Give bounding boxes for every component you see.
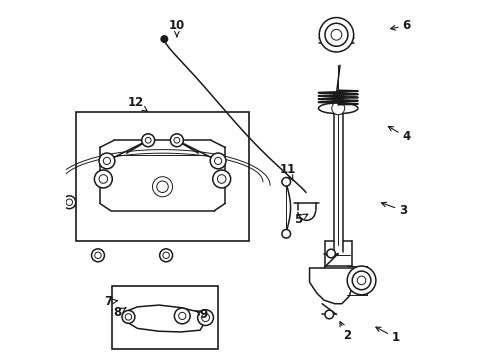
- Bar: [112, 286, 218, 348]
- Circle shape: [197, 310, 214, 325]
- Text: 8: 8: [114, 306, 126, 319]
- Circle shape: [282, 177, 291, 186]
- Circle shape: [103, 157, 111, 165]
- Circle shape: [171, 134, 183, 147]
- Circle shape: [325, 23, 348, 46]
- Circle shape: [157, 181, 168, 193]
- Text: 10: 10: [169, 19, 185, 37]
- Circle shape: [92, 249, 104, 262]
- Circle shape: [213, 170, 231, 188]
- Circle shape: [99, 175, 108, 183]
- Circle shape: [215, 157, 221, 165]
- Ellipse shape: [318, 103, 358, 114]
- Circle shape: [95, 170, 112, 188]
- Text: 7: 7: [105, 296, 118, 309]
- Circle shape: [146, 138, 151, 143]
- Circle shape: [352, 271, 371, 290]
- Text: 12: 12: [127, 96, 147, 112]
- Circle shape: [161, 36, 168, 42]
- Circle shape: [174, 308, 190, 324]
- Text: 4: 4: [389, 126, 411, 144]
- Circle shape: [122, 310, 135, 323]
- Circle shape: [201, 314, 210, 321]
- Circle shape: [357, 276, 366, 285]
- Text: 1: 1: [376, 327, 400, 344]
- Circle shape: [179, 312, 186, 319]
- Circle shape: [99, 153, 115, 169]
- Text: 11: 11: [279, 163, 295, 180]
- Bar: [76, 112, 248, 241]
- Circle shape: [347, 266, 376, 295]
- Text: 9: 9: [196, 308, 208, 321]
- Text: 2: 2: [340, 322, 351, 342]
- Circle shape: [125, 314, 132, 320]
- Circle shape: [319, 18, 354, 52]
- Circle shape: [152, 177, 172, 197]
- Circle shape: [218, 175, 226, 183]
- Circle shape: [66, 199, 73, 206]
- Text: 3: 3: [382, 202, 407, 217]
- Circle shape: [210, 153, 226, 169]
- Circle shape: [160, 249, 172, 262]
- Circle shape: [95, 252, 101, 258]
- Circle shape: [331, 30, 342, 40]
- Circle shape: [282, 229, 291, 238]
- Circle shape: [174, 138, 180, 143]
- Circle shape: [163, 252, 170, 258]
- Circle shape: [325, 310, 334, 319]
- Circle shape: [142, 134, 155, 147]
- Circle shape: [63, 196, 76, 209]
- Text: 6: 6: [391, 19, 411, 32]
- Circle shape: [332, 102, 344, 115]
- Circle shape: [327, 249, 335, 258]
- Text: 5: 5: [294, 213, 308, 226]
